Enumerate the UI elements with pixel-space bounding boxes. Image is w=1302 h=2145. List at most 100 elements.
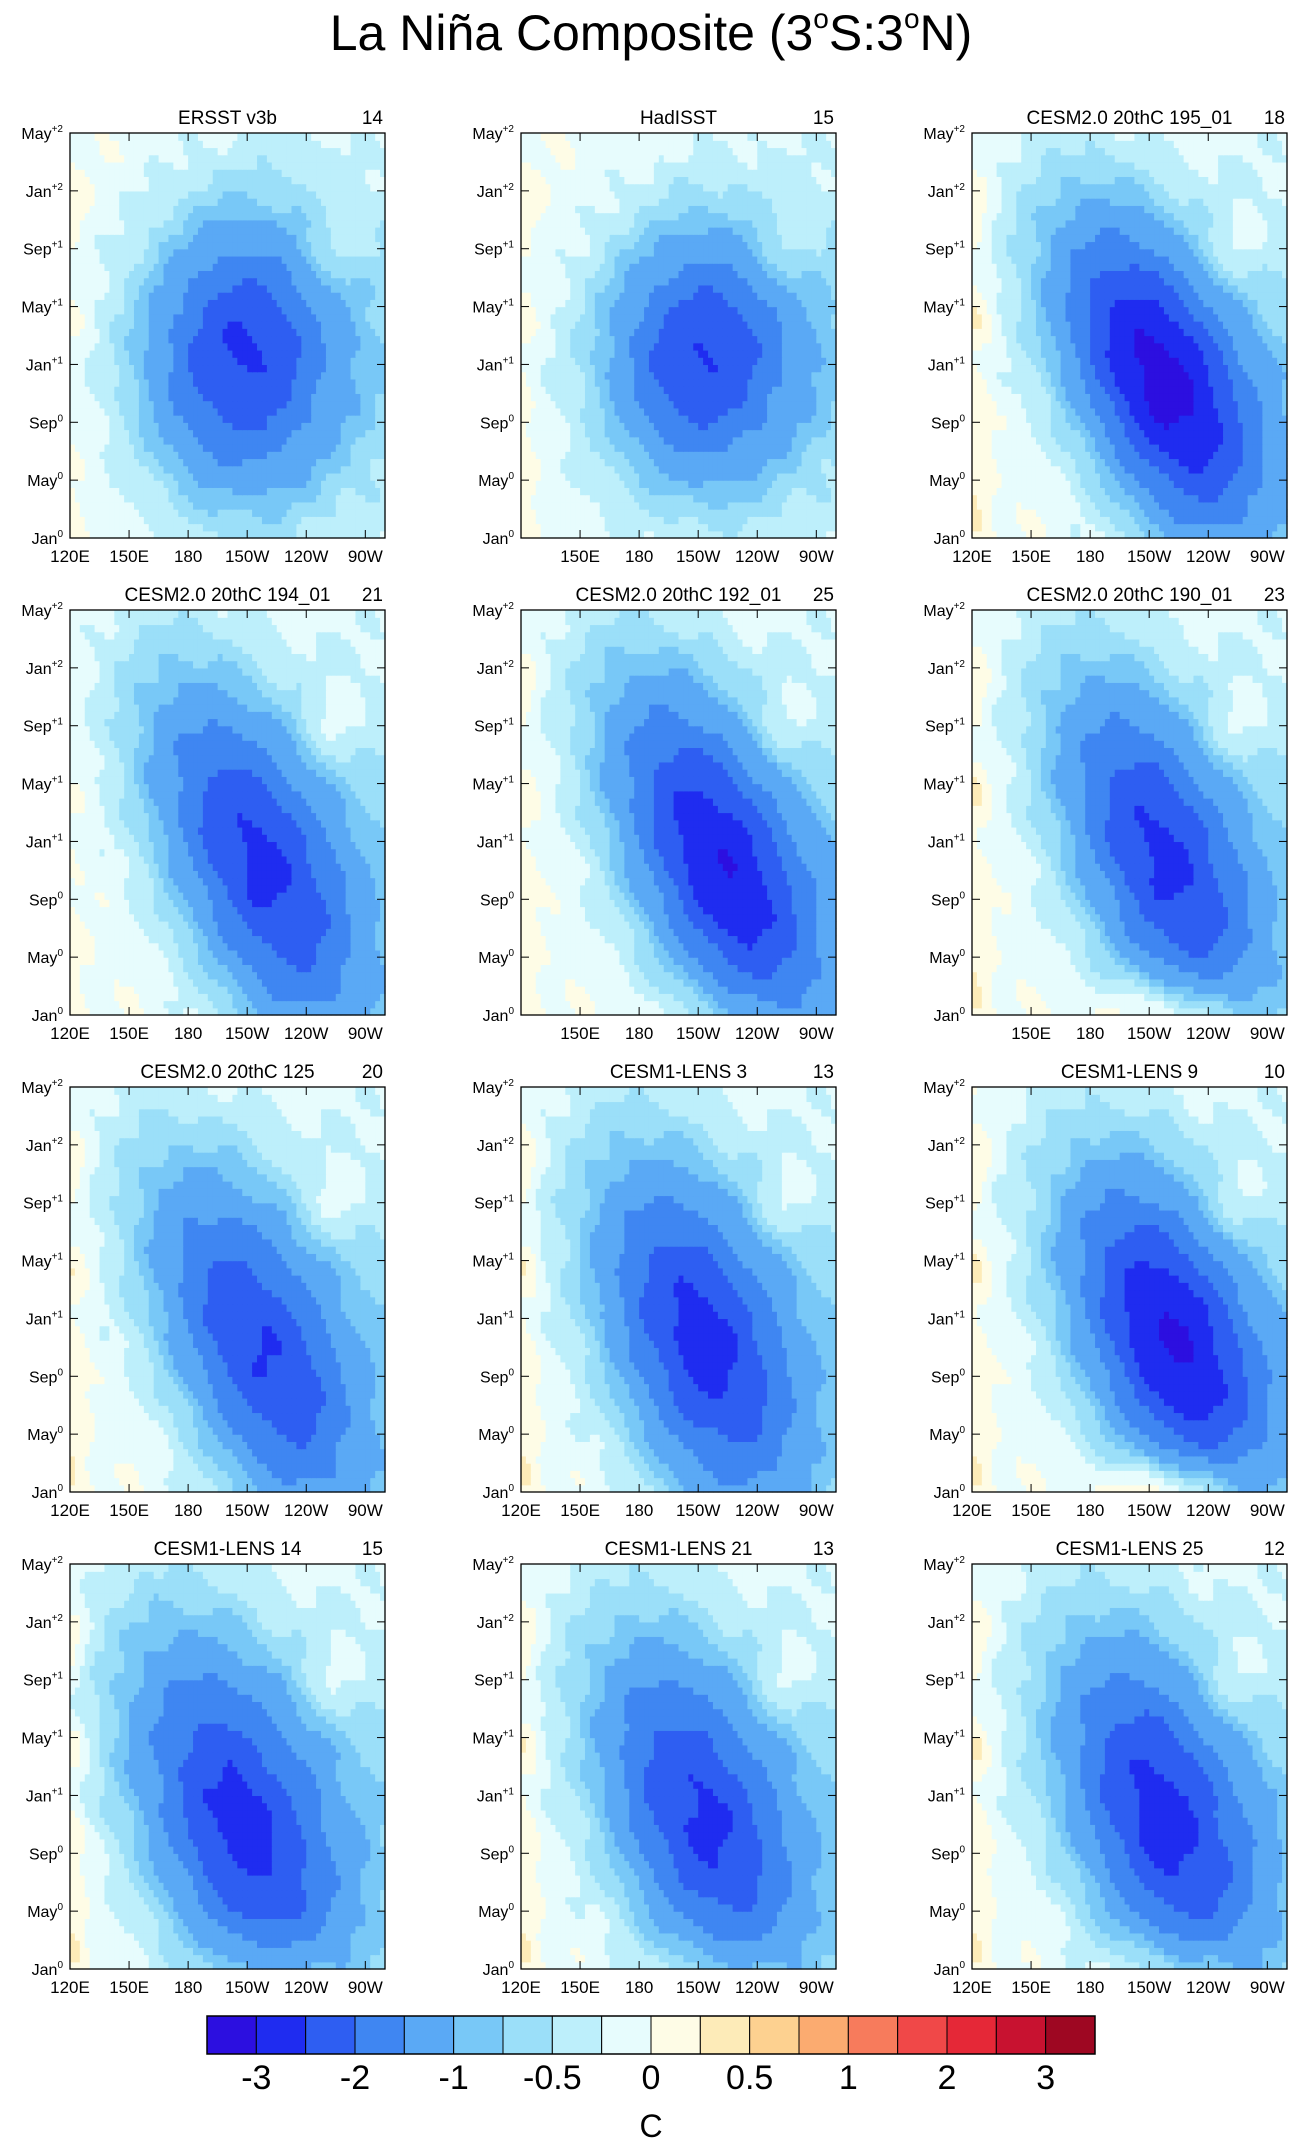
heatmap-cell	[232, 466, 238, 474]
heatmap-cell	[124, 502, 130, 510]
heatmap-cell	[306, 524, 312, 532]
heatmap-cell	[370, 451, 376, 459]
heatmap-cell	[282, 509, 288, 517]
panel-1: 120E 150E 180 150W 120W 90WJan0May0Sep0Jan+1M…	[21, 108, 385, 566]
heatmap-cell	[154, 509, 160, 517]
heatmap-cell	[326, 516, 332, 524]
heatmap-cell	[109, 437, 115, 445]
heatmap-cell	[355, 437, 361, 445]
heatmap-cell	[188, 466, 194, 474]
heatmap-cell	[198, 487, 204, 495]
heatmap-cell	[149, 495, 155, 503]
heatmap-cell	[262, 444, 268, 452]
heatmap-cell	[75, 430, 81, 438]
heatmap-cell	[159, 458, 165, 466]
heatmap-cell	[124, 444, 130, 452]
heatmap-cell	[277, 502, 283, 510]
heatmap-cell	[346, 437, 352, 445]
heatmap-cell	[183, 502, 189, 510]
heatmap-cell	[346, 487, 352, 495]
heatmap-cell	[144, 437, 150, 445]
heatmap-cell	[80, 524, 86, 532]
heatmap-cell	[203, 437, 209, 445]
heatmap-cell	[228, 480, 234, 488]
heatmap-cell	[360, 487, 366, 495]
heatmap-cell	[296, 480, 302, 488]
heatmap-cell	[75, 458, 81, 466]
heatmap-cell	[277, 487, 283, 495]
heatmap-cell	[149, 509, 155, 517]
heatmap-cell	[355, 444, 361, 452]
heatmap-cell	[134, 502, 140, 510]
heatmap-cell	[213, 480, 219, 488]
heatmap-cell	[237, 524, 243, 532]
heatmap-cell	[114, 509, 120, 517]
heatmap-cell	[336, 451, 342, 459]
heatmap-cell	[336, 480, 342, 488]
heatmap-cell	[154, 487, 160, 495]
heatmap-cell	[208, 524, 214, 532]
heatmap-cell	[119, 480, 125, 488]
heatmap-cell	[70, 502, 76, 510]
panels-grid: 120E 150E 180 150W 120W 90WJan0May0Sep0Jan+1M…	[21, 108, 1287, 1997]
heatmap-cell	[336, 487, 342, 495]
heatmap-cell	[252, 524, 258, 532]
heatmap-cell	[159, 466, 165, 474]
heatmap-cell	[331, 524, 337, 532]
heatmap-cell	[242, 458, 248, 466]
heatmap-cell	[178, 430, 184, 438]
heatmap-cell	[80, 502, 86, 510]
heatmap-cell	[355, 451, 361, 459]
heatmap-cell	[296, 509, 302, 517]
heatmap-cell	[316, 502, 322, 510]
heatmap-cell	[119, 466, 125, 474]
heatmap-cell	[213, 451, 219, 459]
heatmap-cell	[193, 437, 199, 445]
heatmap-cell	[95, 466, 101, 474]
heatmap-cell	[375, 466, 381, 474]
heatmap-cell	[208, 516, 214, 524]
heatmap-cell	[95, 430, 101, 438]
heatmap-cell	[228, 430, 234, 438]
heatmap-cell	[90, 466, 96, 474]
heatmap-cell	[237, 466, 243, 474]
heatmap-cell	[203, 524, 209, 532]
heatmap-cell	[80, 430, 86, 438]
heatmap-cell	[90, 458, 96, 466]
heatmap-cell	[203, 466, 209, 474]
heatmap-cell	[193, 430, 199, 438]
heatmap-cell	[321, 451, 327, 459]
heatmap-cell	[232, 480, 238, 488]
heatmap-cell	[228, 473, 234, 481]
heatmap-cell	[237, 451, 243, 459]
heatmap-cell	[193, 509, 199, 517]
heatmap-cell	[70, 524, 76, 532]
heatmap-cell	[164, 458, 170, 466]
heatmap-cell	[124, 458, 130, 466]
heatmap-cell	[252, 437, 258, 445]
heatmap-cell	[218, 458, 224, 466]
heatmap-cell	[316, 524, 322, 532]
heatmap-cell	[75, 516, 81, 524]
heatmap-cell	[370, 437, 376, 445]
heatmap-cell	[70, 444, 76, 452]
heatmap-cell	[267, 473, 273, 481]
heatmap-cell	[173, 451, 179, 459]
heatmap-cell	[188, 480, 194, 488]
heatmap-cell	[223, 466, 229, 474]
heatmap-cell	[365, 487, 371, 495]
heatmap-cell	[104, 516, 110, 524]
heatmap-cell	[291, 437, 297, 445]
heatmap-cell	[242, 487, 248, 495]
heatmap-cell	[247, 466, 253, 474]
heatmap-cell	[134, 451, 140, 459]
heatmap-cell	[159, 480, 165, 488]
heatmap-cell	[109, 473, 115, 481]
heatmap-cell	[351, 495, 357, 503]
heatmap-cell	[208, 466, 214, 474]
heatmap-cell	[159, 509, 165, 517]
heatmap-cell	[262, 502, 268, 510]
heatmap-cell	[282, 487, 288, 495]
heatmap-cell	[178, 473, 184, 481]
heatmap-cell	[218, 509, 224, 517]
